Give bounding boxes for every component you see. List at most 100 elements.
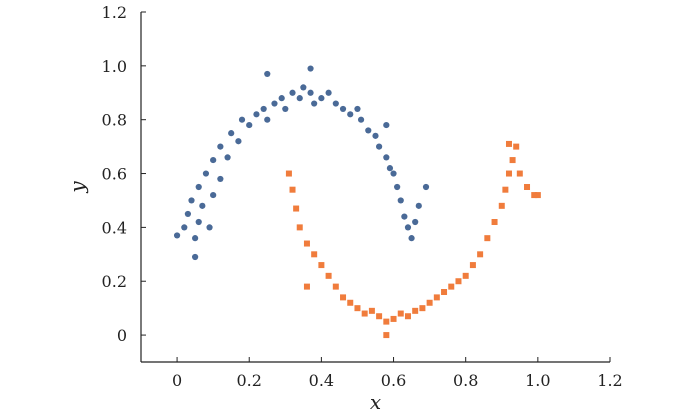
scatter-point-circle <box>260 105 267 113</box>
scatter-point-circle <box>307 65 314 72</box>
scatter-point-circle <box>332 100 339 107</box>
scatter-point-circle <box>289 89 296 96</box>
scatter-point-circle <box>264 70 271 78</box>
x-tick-label: 1.0 <box>525 371 550 390</box>
scatter-point-circle <box>318 95 325 102</box>
x-tick-label: 1.2 <box>597 371 622 390</box>
scatter-point-circle <box>296 95 303 102</box>
scatter-point-circle <box>372 132 379 139</box>
scatter-point-circle <box>300 84 307 91</box>
scatter-point-circle <box>383 121 390 129</box>
scatter-point-circle <box>357 116 365 123</box>
scatter-point-square <box>419 305 426 312</box>
scatter-point-square <box>505 170 512 177</box>
scatter-point-circle <box>376 143 383 150</box>
scatter-point-square <box>426 299 433 306</box>
scatter-point-circle <box>235 138 242 145</box>
scatter-point-circle <box>347 111 354 118</box>
y-tick-label: 1.0 <box>102 57 127 76</box>
points-group <box>173 65 541 339</box>
scatter-point-square <box>383 318 390 325</box>
scatter-point-circle <box>228 130 235 137</box>
scatter-point-square <box>383 332 390 339</box>
scatter-point-circle <box>404 224 412 231</box>
scatter-point-circle <box>325 89 332 96</box>
x-tick-label: 0.2 <box>237 371 262 390</box>
scatter-point-square <box>516 170 523 177</box>
scatter-point-circle <box>217 175 224 183</box>
scatter-point-square <box>303 283 310 290</box>
scatter-point-circle <box>210 191 217 199</box>
scatter-point-square <box>368 307 375 314</box>
scatter-point-square <box>397 310 404 317</box>
scatter-point-square <box>491 219 498 225</box>
scatter-point-circle <box>195 183 202 191</box>
scatter-point-square <box>513 143 520 150</box>
y-tick-label: 0.8 <box>102 111 127 130</box>
y-tick-label: 0.6 <box>102 165 127 184</box>
scatter-point-circle <box>415 202 422 209</box>
scatter-point-square <box>296 224 303 231</box>
x-tick-label: 0.8 <box>453 371 478 390</box>
y-axis-label: y <box>65 181 89 194</box>
scatter-point-circle <box>202 170 210 177</box>
scatter-point-circle <box>307 89 314 96</box>
scatter-point-circle <box>206 224 213 231</box>
scatter-point-square <box>531 192 538 199</box>
scatter-point-circle <box>224 154 231 161</box>
scatter-point-square <box>325 272 332 279</box>
scatter-point-square <box>289 186 296 193</box>
scatter-point-circle <box>278 95 285 102</box>
scatter-point-square <box>285 170 292 177</box>
scatter-point-circle <box>271 100 278 107</box>
scatter-point-circle <box>210 156 217 164</box>
scatter-point-square <box>462 272 469 279</box>
scatter-point-square <box>524 184 531 190</box>
scatter-point-square <box>376 313 383 320</box>
scatter-point-circle <box>195 218 202 226</box>
scatter-point-circle <box>217 143 224 150</box>
scatter-point-circle <box>394 183 401 191</box>
scatter-point-circle <box>246 121 253 129</box>
scatter-point-circle <box>238 116 246 123</box>
ticks-group: 0 0.2 0.4 0.6 0.8 1.0 1.2 0 0.2 0.4 0.6 0.8 1.0 1.2 <box>102 3 623 390</box>
scatter-point-circle <box>390 170 397 177</box>
scatter-point-square <box>303 240 310 247</box>
scatter-point-circle <box>354 105 361 113</box>
scatter-point-circle <box>397 197 404 204</box>
x-tick-label: 0.6 <box>381 371 406 390</box>
scatter-point-circle <box>253 111 260 118</box>
scatter-point-square <box>441 289 448 295</box>
x-tick-label: 0.4 <box>309 371 334 390</box>
scatter-point-circle <box>188 197 195 204</box>
scatter-point-square <box>332 283 339 290</box>
scatter-point-square <box>498 202 505 209</box>
scatter-point-circle <box>192 235 199 242</box>
axes-group <box>140 12 610 363</box>
scatter-point-circle <box>386 165 394 172</box>
scatter-point-square <box>340 294 347 301</box>
x-tick-label: 0 <box>172 371 182 390</box>
scatter-point-circle <box>339 105 347 113</box>
scatter-point-square <box>390 315 397 322</box>
scatter-point-circle <box>184 210 191 218</box>
scatter-point-square <box>509 157 516 164</box>
scatter-point-square <box>455 278 462 285</box>
scatter-point-square <box>311 251 318 258</box>
scatter-point-circle <box>282 105 289 113</box>
scatter-point-square <box>404 313 411 320</box>
scatter-point-circle <box>199 202 206 209</box>
scatter-point-square <box>534 192 541 199</box>
scatter-point-square <box>347 299 354 306</box>
scatter-point-square <box>484 235 491 242</box>
scatter-point-circle <box>192 253 199 261</box>
y-tick-label: 0.4 <box>102 218 127 237</box>
scatter-point-square <box>477 251 484 258</box>
scatter-point-square <box>469 262 476 269</box>
y-tick-label: 1.2 <box>102 3 127 22</box>
y-tick-label: 0.2 <box>102 272 127 291</box>
scatter-point-square <box>354 305 361 312</box>
scatter-point-square <box>433 294 440 301</box>
